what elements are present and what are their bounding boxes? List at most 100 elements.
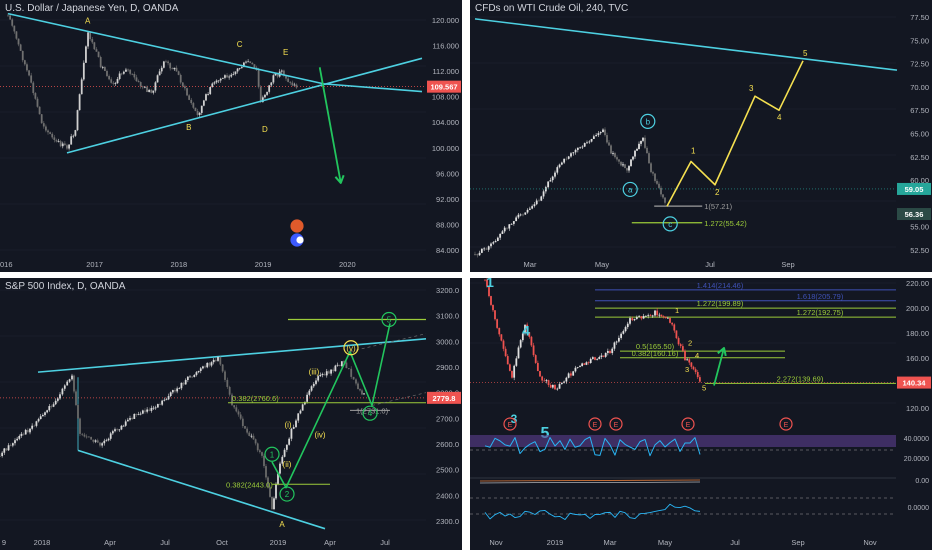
price-candle-body [492, 304, 494, 311]
price-candle-body [560, 382, 563, 385]
price-candle-body [173, 67, 176, 70]
y-axis-tick-label: 2300.0 [436, 517, 459, 526]
price-candle-body [89, 32, 92, 40]
price-candle-body [656, 310, 659, 316]
price-candle-body [576, 366, 579, 368]
price-candle-body [528, 208, 531, 210]
price-candle-body [549, 180, 552, 182]
price-candle-body [33, 425, 36, 427]
price-candle-body [45, 126, 47, 131]
price-candle-body [44, 412, 46, 415]
price-candle-body [558, 384, 561, 389]
price-candle-body [243, 62, 245, 68]
price-candle-body [192, 103, 195, 108]
price-candle-body [340, 361, 343, 367]
price-candle-body [177, 71, 180, 75]
x-axis-tick-label: 2020 [339, 260, 356, 269]
price-candle-body [259, 86, 262, 103]
x-axis-tick-label: Mar [524, 260, 537, 269]
rsi-band [470, 435, 896, 447]
price-candle-body [534, 355, 537, 363]
wave-label-5: 5 [702, 384, 706, 393]
price-candle-body [618, 159, 620, 162]
price-candle-body [289, 81, 292, 83]
price-candle-body [504, 348, 507, 357]
fib-label-2731: 1(2731.0) [356, 406, 389, 415]
y-axis-tick-label: 2500.0 [436, 466, 459, 475]
x-axis-tick-label: 2018 [171, 260, 188, 269]
price-candle-body [277, 473, 279, 485]
price-candle-body [624, 327, 627, 332]
lower-trendline [66, 57, 423, 154]
price-candle-body [273, 498, 275, 510]
price-candle-body [96, 440, 99, 443]
y-axis-tick-label: 3100.0 [436, 312, 459, 321]
macd-tick-zero: 0.0000 [908, 505, 930, 512]
price-candle-body [642, 316, 645, 319]
price-candle-body [237, 411, 240, 415]
earnings-marker-0 [503, 417, 517, 431]
rsi-tick-40: 40.0000 [904, 436, 929, 443]
price-candle-body [692, 366, 695, 370]
price-candle-body [617, 337, 620, 342]
price-candle-body [556, 167, 559, 173]
price-candle-body [677, 338, 680, 345]
chart-title: S&P 500 Index, D, OANDA [5, 281, 126, 292]
price-candle-body [254, 439, 257, 444]
price-candle-body [50, 406, 53, 407]
price-candle-body [189, 376, 191, 378]
price-candle-body [150, 407, 153, 411]
price-candle-body [202, 100, 205, 106]
price-candle-body [271, 496, 273, 510]
price-candle-body [512, 221, 515, 224]
price-candle-body [306, 394, 309, 402]
price-candle-body [585, 362, 588, 365]
price-candle-body [679, 344, 682, 347]
price-candle-body [640, 140, 642, 144]
y-axis-tick-label: 70.00 [910, 83, 929, 92]
price-candle-body [22, 433, 25, 435]
price-candle-body [510, 223, 513, 225]
price-candle-body [204, 366, 206, 368]
price-candle-body [323, 373, 326, 376]
price-candle-body [116, 429, 119, 431]
price-candle-body [658, 314, 661, 316]
x-axis-tick-label: Jul [160, 538, 170, 547]
price-candle-body [288, 438, 291, 445]
price-candle-body [240, 67, 243, 69]
price-candle-body [549, 384, 552, 388]
rsi-tick-20: 20.0000 [904, 456, 929, 463]
earnings-label-0: E [508, 422, 513, 429]
fib-level-label-3: 1.272(192.75) [797, 308, 844, 317]
y-axis-tick-label: 160.00 [906, 354, 929, 363]
price-candle-body [640, 316, 643, 319]
price-candle-body [250, 435, 253, 437]
price-candle-body [629, 318, 631, 324]
price-candle-body [586, 142, 588, 144]
price-candle-body [211, 83, 214, 88]
price-candle-body [500, 334, 503, 341]
x-axis-tick-label: 2017 [86, 260, 103, 269]
price-candle-body [604, 352, 607, 357]
price-candle-body [232, 73, 235, 75]
price-candle-body [281, 456, 284, 464]
price-candle-body [494, 241, 497, 243]
y-axis-tick-label: 104.000 [432, 118, 459, 127]
price-candle-body [287, 78, 290, 82]
wave-circle-a [622, 181, 638, 198]
x-axis-tick-label: May [595, 260, 609, 269]
price-candle-body [11, 443, 14, 446]
price-candle-body [148, 89, 151, 92]
price-candle-body [292, 427, 295, 429]
price-candle-body [673, 324, 676, 331]
chart-title: U.S. Dollar / Japanese Yen, D, OANDA [5, 3, 179, 14]
price-candle-body [257, 69, 260, 87]
price-candle-body [247, 61, 250, 63]
y-axis-tick-label: 72.50 [910, 60, 929, 69]
price-candle-body [66, 381, 69, 386]
price-candle-body [474, 254, 476, 255]
price-candle-body [599, 132, 602, 134]
price-candle-body [363, 393, 365, 395]
price-candle-body [107, 438, 110, 441]
